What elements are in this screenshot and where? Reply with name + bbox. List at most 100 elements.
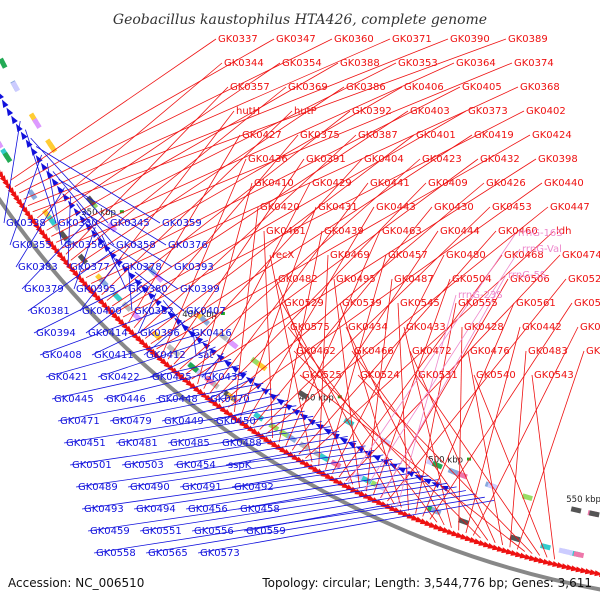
forward-label: GK0444 <box>440 226 480 237</box>
forward-label: GK0483 <box>528 346 568 357</box>
forward-label: GK0463 <box>382 226 422 237</box>
forward-label: GK0403 <box>410 106 450 117</box>
connector-line <box>192 327 197 356</box>
connector-line <box>82 211 173 268</box>
connector-line <box>111 110 409 307</box>
forward-label: GK0364 <box>456 58 496 69</box>
connector-line <box>143 320 186 356</box>
forward-label: GK0461 <box>266 226 306 237</box>
forward-label: GK0373 <box>468 106 508 117</box>
connector-line <box>331 254 445 474</box>
reverse-label-text: GK0382 <box>134 306 174 317</box>
forward-label: hutH <box>236 106 260 117</box>
connector-line <box>79 257 122 312</box>
forward-label-text: GK0569 <box>574 298 600 309</box>
reverse-label-text: GK0449 <box>164 416 204 427</box>
connector-line <box>128 134 241 323</box>
feature-block <box>0 137 4 149</box>
forward-label-text: GK0337 <box>218 34 258 45</box>
reverse-label: GK0494 <box>136 504 176 515</box>
connector-line <box>3 121 21 224</box>
forward-label: GK0431 <box>318 202 358 213</box>
forward-label: GK0442 <box>522 322 562 333</box>
reverse-gene-arrow <box>109 251 117 260</box>
forward-label: GK0443 <box>376 202 416 213</box>
reverse-gene-arrow <box>223 359 232 368</box>
reverse-gene-arrow <box>46 170 54 179</box>
forward-label-text: GK0431 <box>318 202 358 213</box>
reverse-label: GK0556 <box>194 526 234 537</box>
forward-label-text: GK0390 <box>450 34 490 45</box>
reverse-label: GK0414 <box>88 328 128 339</box>
reverse-gene-arrow <box>11 115 18 125</box>
forward-label: GK0390 <box>450 34 490 45</box>
forward-label: GK0375 <box>300 130 340 141</box>
tick-mark <box>467 457 471 461</box>
connector-line <box>179 158 421 370</box>
connector-line <box>347 232 517 483</box>
connector-line <box>531 374 555 560</box>
connector-line <box>207 377 256 400</box>
connector-line <box>85 286 150 334</box>
forward-label-text: GK0353 <box>398 58 438 69</box>
connector-line <box>156 134 531 350</box>
reverse-label-text: GK0377 <box>70 262 110 273</box>
forward-label-text: GK0440 <box>544 178 584 189</box>
reverse-label-text: GK0456 <box>188 504 228 515</box>
forward-label-text: GK0347 <box>276 34 316 45</box>
forward-label: GK0540 <box>476 370 516 381</box>
feature-block <box>199 315 211 326</box>
forward-label: GK0462 <box>296 346 336 357</box>
connector-line <box>107 242 179 290</box>
forward-label-text: GK0401 <box>416 130 456 141</box>
forward-label-text: GK0529 <box>284 298 324 309</box>
forward-label-text: ldh <box>556 226 571 237</box>
reverse-label-text: GK0395 <box>76 284 116 295</box>
forward-label-text: GK0374 <box>514 58 554 69</box>
forward-label: GK0374 <box>514 58 554 69</box>
feature-block <box>562 548 574 556</box>
forward-label-text: GK0360 <box>334 34 374 45</box>
reverse-label: sspK <box>228 460 252 471</box>
reverse-gene-arrow <box>91 229 99 238</box>
forward-label-text: GK0402 <box>526 106 566 117</box>
reverse-label-text: GK0345 <box>110 218 150 229</box>
forward-label-text: GK0483 <box>528 346 568 357</box>
reverse-label: GK0489 <box>78 482 118 493</box>
reverse-label: GK0573 <box>200 548 240 559</box>
reverse-label: GK0446 <box>106 394 146 405</box>
forward-label: GK0357 <box>230 82 270 93</box>
tick-label: 500 kbp <box>428 456 463 466</box>
forward-label-text: hutP <box>294 106 317 117</box>
reverse-gene-arrow <box>147 291 156 300</box>
reverse-label: GK0490 <box>130 482 170 493</box>
forward-label: GK0497 <box>586 346 600 357</box>
connector-line <box>191 486 457 532</box>
forward-label-text: GK0472 <box>412 346 452 357</box>
reverse-label-text: GK0358 <box>116 240 156 251</box>
forward-label: GK0539 <box>342 298 382 309</box>
connector-line <box>509 350 527 548</box>
reverse-label: GK0358 <box>116 240 156 251</box>
reverse-gene-arrow <box>231 365 240 373</box>
forward-label-text: GK0369 <box>288 82 328 93</box>
forward-label-text: GK0403 <box>410 106 450 117</box>
forward-label: GK0360 <box>334 34 374 45</box>
forward-label-text: GK0405 <box>462 82 502 93</box>
reverse-label: GK0416 <box>192 328 232 339</box>
feature-block <box>431 460 443 470</box>
forward-label: GK0531 <box>418 370 458 381</box>
feature-block <box>588 510 600 518</box>
connector-line <box>197 182 253 385</box>
reverse-label-text: GK0492 <box>234 482 274 493</box>
connector-line <box>237 475 429 510</box>
reverse-label: GK0383 <box>18 262 58 273</box>
reverse-label: GK0378 <box>122 262 162 273</box>
connector-line <box>37 62 223 219</box>
feature-block <box>540 543 551 551</box>
forward-label: GK0405 <box>462 82 502 93</box>
tick-mark <box>220 312 225 315</box>
reverse-label-text: GK0408 <box>42 350 82 361</box>
connector-line <box>46 62 339 231</box>
feature-block <box>330 459 342 469</box>
